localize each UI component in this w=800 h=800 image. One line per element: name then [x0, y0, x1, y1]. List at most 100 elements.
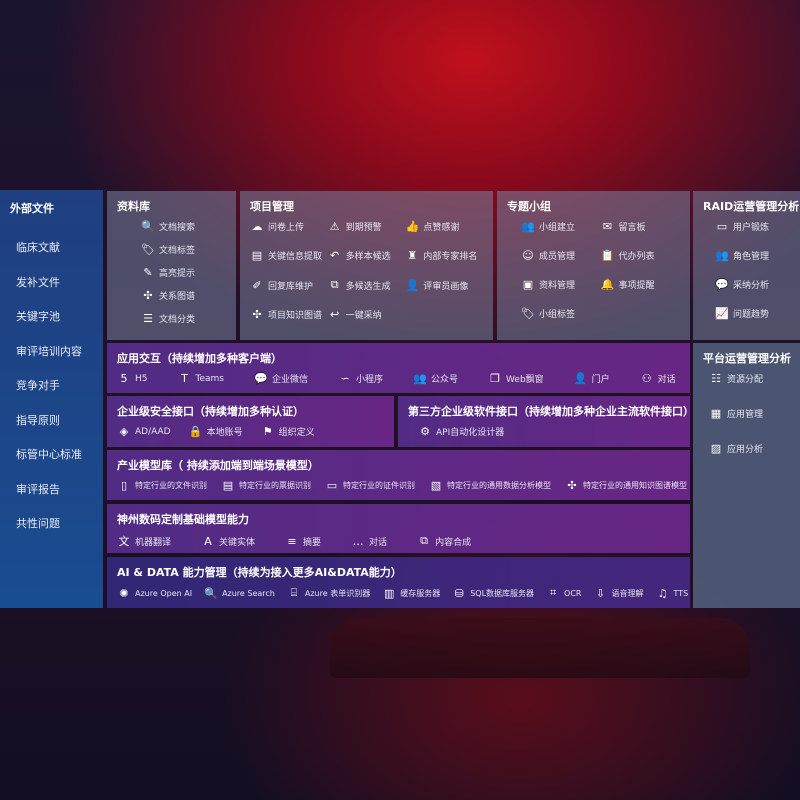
feature-item[interactable]: … 对话 [351, 534, 388, 548]
feature-item[interactable]: ⧉ 多候选生成 [328, 278, 406, 292]
feature-item[interactable]: ☁ 问卷上传 [250, 220, 328, 233]
bbs-icon: ✉ [602, 220, 613, 233]
feature-item[interactable]: ⇩ 语音理解 [594, 587, 644, 600]
sidebar-item[interactable]: 标管中心标准 [16, 448, 82, 462]
feature-item[interactable]: ✣ 项目知识图谱 [250, 308, 328, 321]
feature-item[interactable]: T Teams [178, 372, 224, 385]
feature-item[interactable]: 👤 门户 [574, 372, 610, 385]
feature-item[interactable]: 5 H5 [117, 372, 148, 385]
feature-item[interactable]: ▧ 特定行业的通用数据分析模型 [429, 479, 551, 492]
feature-item[interactable]: ⧉ 内容合成 [417, 534, 471, 548]
feature-item[interactable]: ☰ 文档分类 [141, 312, 226, 325]
feature-item[interactable]: 💬 企业微信 [254, 372, 308, 385]
puzzle-icon: ⧉ [330, 278, 339, 291]
feature-item[interactable]: ▭ 用户锻炼 [715, 220, 790, 233]
feature-label: 内容合成 [435, 537, 472, 548]
third-party-interface-panel: 第三方企业级软件接口（持续增加多种企业主流软件接口） ⚙ API自动化设计器 [398, 396, 694, 447]
feature-item[interactable]: 👍 点赞感谢 [405, 220, 483, 233]
feature-label: 角色管理 [733, 252, 770, 262]
sidebar-item[interactable]: 竞争对手 [16, 379, 60, 393]
feature-item[interactable]: ▦ 应用管理 [709, 407, 790, 420]
folder-icon: ▣ [522, 278, 534, 291]
feature-item[interactable]: 👤 评审员画像 [405, 278, 483, 292]
feature-item[interactable]: 👥 公众号 [413, 372, 458, 385]
feature-item[interactable]: ▨ 应用分析 [709, 442, 790, 455]
feature-label: 特定行业的通用数据分析模型 [447, 481, 551, 490]
sidebar-title: 外部文件 [10, 202, 54, 215]
feature-item[interactable]: ♫ TTS [656, 587, 689, 600]
feature-item[interactable]: 💬 采纳分析 [715, 278, 790, 291]
user-lock-icon: 🔒 [188, 425, 203, 438]
feature-item[interactable]: ⌸ Azure 表单识别器 [287, 586, 371, 600]
entity-icon: A [204, 534, 212, 548]
sidebar-item[interactable]: 临床文献 [16, 241, 60, 255]
ad-icon: ◈ [119, 425, 129, 438]
sidebar-item[interactable]: 关键字池 [16, 310, 60, 324]
feature-item[interactable]: ▣ 资料管理 [521, 278, 601, 291]
feature-item[interactable]: ☺ 成员管理 [521, 249, 601, 262]
feature-item[interactable]: 文机器翻译 [117, 533, 172, 549]
feature-label: AD/AAD [135, 426, 171, 437]
feature-item[interactable]: ✐ 回复库维护 [250, 278, 328, 292]
feature-item[interactable]: ▯ 特定行业的文件识别 [117, 479, 207, 492]
feature-item[interactable]: ✺ Azure Open AI [117, 587, 192, 600]
feature-item[interactable]: ◈ AD/AAD [117, 425, 171, 438]
project-title: 项目管理 [250, 200, 294, 213]
sidebar-item[interactable]: 审评报告 [16, 482, 60, 496]
feature-item[interactable]: ↶ 多样本候选 [328, 249, 406, 262]
sidebar-item[interactable]: 共性问题 [16, 517, 60, 531]
form-recognizer-icon: ⌸ [290, 586, 298, 599]
puzzle-icon: ⧉ [420, 534, 428, 547]
feature-item[interactable]: ∽ 小程序 [338, 372, 383, 385]
graph-icon: ✣ [252, 308, 262, 321]
feature-item[interactable]: ⛁ SQL数据库服务器 [452, 587, 534, 600]
feature-item[interactable]: ↩ 一键采纳 [328, 308, 406, 321]
sidebar-item[interactable]: 指导原则 [16, 413, 60, 427]
feature-item[interactable]: ✉ 留言板 [601, 220, 681, 233]
feature-item[interactable]: ❐ Web飘窗 [488, 372, 544, 385]
sidebar-item[interactable]: 审评培训内容 [16, 344, 82, 358]
feature-item[interactable]: ✣ 关系图谱 [141, 289, 226, 302]
feature-label: 文档搜索 [159, 223, 196, 233]
feature-label: 缓存服务器 [400, 588, 441, 598]
feature-item[interactable]: ✣ 特定行业的通用知识图谱模型 [565, 479, 687, 492]
feature-item[interactable]: 🔒 本地账号 [189, 425, 243, 438]
feature-item[interactable]: 🔍 文档搜索 [141, 220, 226, 233]
feature-item[interactable]: ▥ 缓存服务器 [382, 587, 440, 600]
feature-item[interactable]: ⚠ 到期预警 [328, 220, 406, 233]
chat-users-icon: ⚇ [641, 372, 652, 385]
feature-item[interactable]: 👥 小组建立 [521, 220, 601, 233]
library-title: 资料库 [117, 200, 150, 213]
feature-label: 特定行业的通用知识图谱模型 [583, 481, 687, 490]
industry-model-panel: 产业模型库（ 持续添加端到端场景模型） ▯ 特定行业的文件识别 ▤ 特定行业的票据识别 ▭… [107, 450, 690, 500]
graph-icon: ✣ [567, 479, 577, 492]
feature-item[interactable]: 📋 代办列表 [601, 249, 681, 262]
feature-item[interactable]: ⚑ 组织定义 [261, 425, 315, 438]
feature-item[interactable]: ▤ 关键信息提取 [250, 249, 328, 262]
feature-item[interactable]: ♜ 内部专家排名 [405, 249, 483, 262]
feature-label: 高亮提示 [159, 269, 196, 279]
feature-item[interactable]: ≡ 摘要 [285, 535, 321, 548]
feature-item[interactable]: ⚇ 对话 [640, 372, 676, 385]
feature-item[interactable]: 👥 角色管理 [715, 249, 790, 262]
feature-item[interactable]: ⚙ API自动化设计器 [418, 425, 504, 438]
feature-item[interactable]: 🔍 Azure Search [204, 587, 275, 600]
library-panel: 资料库 🔍 文档搜索 🏷 文档标签 ✎ 高亮提示 ✣ 关系图谱 ☰ 文档分类 [107, 191, 236, 340]
feature-item[interactable]: ☷ 资源分配 [709, 372, 790, 385]
feature-item[interactable]: A 关键实体 [201, 535, 255, 548]
base-title: 神州数码定制基础模型能力 [117, 513, 249, 526]
id-card-icon: ▭ [716, 220, 728, 233]
feature-item[interactable]: 🔔 事项提醒 [601, 278, 681, 291]
feature-item[interactable]: 🏷 小组标签 [521, 307, 601, 320]
tts-icon: ♫ [657, 586, 668, 600]
sidebar-item[interactable]: 发补文件 [16, 275, 60, 289]
feature-item[interactable]: ✎ 高亮提示 [141, 266, 226, 279]
feature-item[interactable]: ▭ 特定行业的证件识别 [325, 479, 415, 492]
feature-item[interactable]: 🏷 文档标签 [141, 243, 226, 256]
wecom-icon: 💬 [254, 372, 268, 385]
feature-item[interactable]: ▤ 特定行业的票据识别 [221, 479, 311, 492]
feature-item[interactable]: ⌗ OCR [546, 586, 582, 600]
feature-label: 特定行业的证件识别 [343, 481, 415, 490]
chat-icon: … [352, 534, 364, 548]
feature-item[interactable]: 📈 问题趋势 [715, 307, 790, 320]
